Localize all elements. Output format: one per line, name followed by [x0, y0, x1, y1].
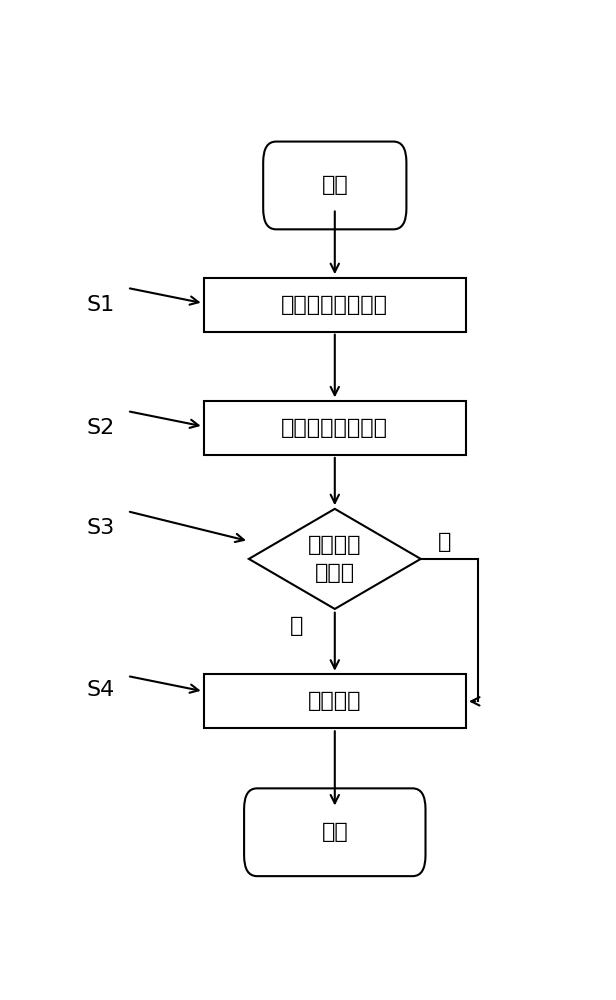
Text: S4: S4 — [87, 680, 115, 700]
Text: 机车摘挂进路预览: 机车摘挂进路预览 — [282, 418, 388, 438]
FancyBboxPatch shape — [263, 142, 407, 229]
FancyBboxPatch shape — [244, 788, 426, 876]
Bar — [203, 278, 466, 332]
Text: S2: S2 — [87, 418, 115, 438]
Text: S3: S3 — [87, 518, 115, 538]
Text: 否: 否 — [290, 616, 303, 636]
Text: 机车摘挂作业序列: 机车摘挂作业序列 — [282, 295, 388, 315]
Text: S1: S1 — [87, 295, 115, 315]
Text: 与列车计
划冲突: 与列车计 划冲突 — [308, 535, 362, 583]
Bar — [203, 401, 466, 455]
Text: 结束: 结束 — [322, 822, 348, 842]
Bar — [203, 674, 466, 728]
Text: 开始: 开始 — [322, 175, 348, 195]
Text: 是: 是 — [438, 532, 452, 552]
Polygon shape — [249, 509, 421, 609]
Text: 办理进路: 办理进路 — [308, 691, 362, 711]
